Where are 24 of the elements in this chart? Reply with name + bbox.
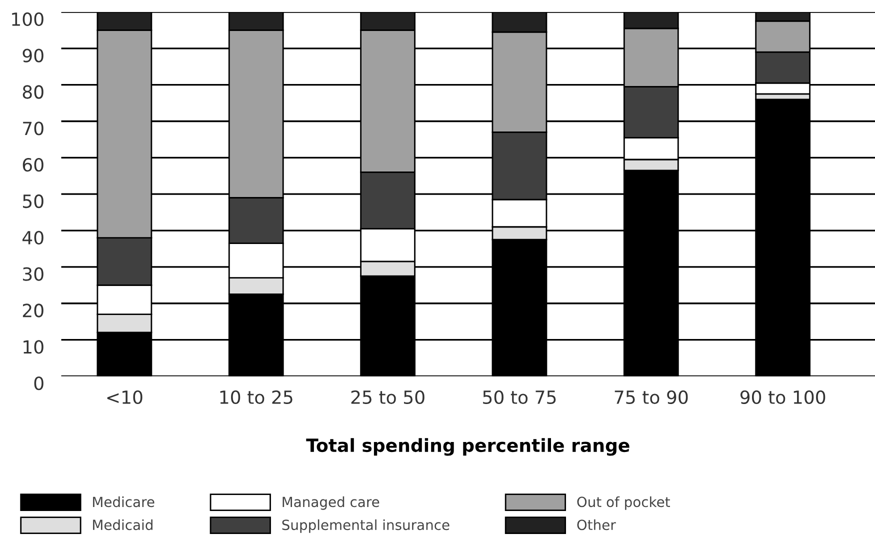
legend-label: Medicare	[93, 496, 154, 508]
legend-label: Medicaid	[93, 519, 152, 530]
x-tick-label: 25 to 50	[351, 390, 424, 404]
legend-label: Managed care	[282, 496, 380, 510]
y-tick-label: 50	[23, 194, 44, 208]
y-tick-label: 20	[22, 304, 44, 318]
legend-label: Out of pocket	[577, 496, 670, 510]
y-tick-label: 0	[34, 376, 44, 390]
x-axis-title: Total spending percentile range	[306, 438, 630, 456]
x-tick-label: 50 to 75	[483, 390, 556, 404]
y-tick-label: 80	[22, 85, 44, 99]
y-tick-label: 100	[12, 12, 44, 26]
legend-label: Other	[577, 519, 616, 530]
x-tick-label: 90 to 100	[740, 390, 826, 404]
y-tick-label: 70	[23, 122, 44, 136]
x-tick-label: 10 to 25	[220, 390, 292, 404]
y-tick-label: 40	[22, 230, 44, 244]
y-tick-label: 90	[22, 48, 44, 62]
y-tick-label: 60	[22, 158, 44, 172]
legend-label: Supplemental insurance	[282, 519, 450, 533]
y-tick-label: 30	[22, 267, 44, 281]
x-tick-label: <10	[107, 390, 142, 404]
x-tick-label: 75 to 90	[614, 390, 688, 404]
y-tick-label: 10	[24, 340, 44, 354]
